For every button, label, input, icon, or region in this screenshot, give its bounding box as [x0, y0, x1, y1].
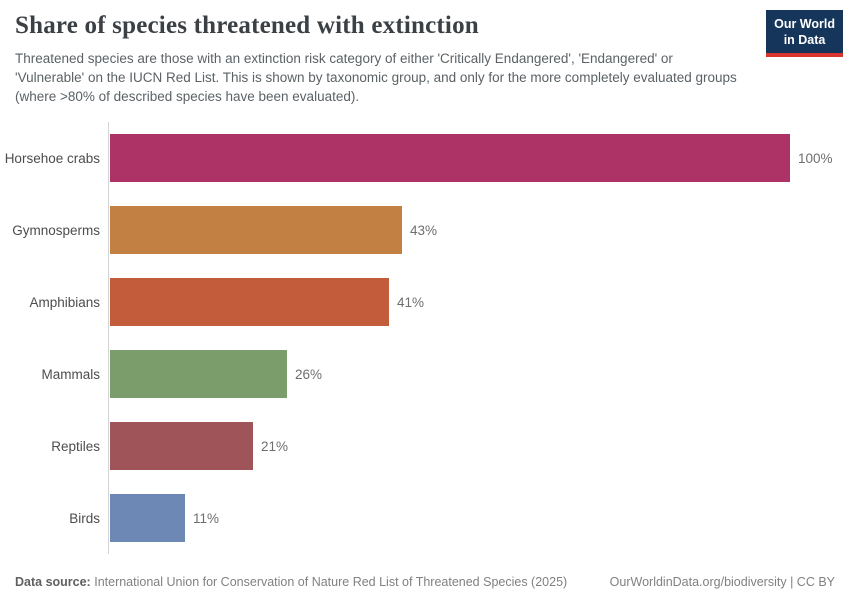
value-label: 41%: [397, 294, 425, 310]
bar-reptiles[interactable]: [110, 422, 253, 470]
value-label: 43%: [410, 222, 438, 238]
value-label: 100%: [798, 150, 833, 166]
data-source: Data source: International Union for Con…: [15, 575, 567, 589]
bar-amphibians[interactable]: [110, 278, 389, 326]
chart-header: Share of species threatened with extinct…: [15, 12, 760, 106]
value-label: 21%: [261, 438, 289, 454]
category-label: Amphibians: [29, 294, 100, 310]
data-source-label: Data source:: [15, 575, 91, 589]
bar-row: Horsehoe crabs 100%: [0, 134, 850, 182]
category-label: Mammals: [41, 366, 100, 382]
value-label: 26%: [295, 366, 323, 382]
bar-mammals[interactable]: [110, 350, 287, 398]
owid-logo-line1: Our World: [774, 17, 835, 31]
value-label: 11%: [193, 510, 220, 526]
bar-row: Amphibians 41%: [0, 278, 850, 326]
data-source-text: International Union for Conservation of …: [94, 575, 568, 589]
page-title: Share of species threatened with extinct…: [15, 12, 479, 39]
bar-birds[interactable]: [110, 494, 185, 542]
chart-footer: Data source: International Union for Con…: [15, 575, 835, 589]
owid-logo-line2: in Data: [783, 33, 826, 48]
category-label: Reptiles: [51, 438, 100, 454]
bar-gymnosperms[interactable]: [110, 206, 402, 254]
bar-row: Birds 11%: [0, 494, 850, 542]
y-axis-line: [108, 122, 109, 554]
bar-horsehoe-crabs[interactable]: [110, 134, 790, 182]
category-label: Gymnosperms: [12, 222, 100, 238]
bar-rows: Horsehoe crabs 100% Gymnosperms 43% Amphibia…: [0, 134, 850, 566]
bar-row: Gymnosperms 43%: [0, 206, 850, 254]
owid-url-link[interactable]: OurWorldinData.org/biodiversity | CC BY: [609, 575, 835, 589]
bar-row: Mammals 26%: [0, 350, 850, 398]
category-label: Horsehoe crabs: [4, 150, 100, 166]
bar-chart: Horsehoe crabs 100% Gymnosperms 43% Amphibia…: [0, 122, 850, 554]
bar-row: Reptiles 21%: [0, 422, 850, 470]
chart-subtitle: Threatened species are those with an ext…: [15, 51, 737, 105]
category-label: Birds: [69, 510, 100, 526]
owid-logo[interactable]: Our World in Data: [766, 10, 843, 57]
